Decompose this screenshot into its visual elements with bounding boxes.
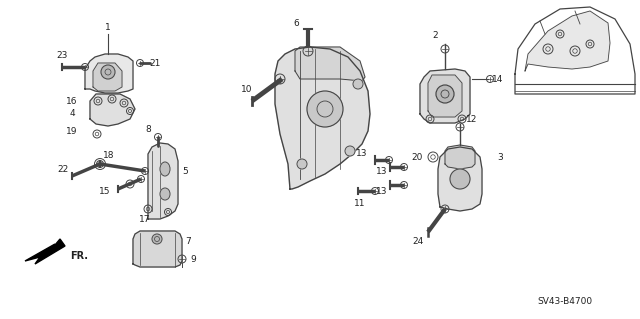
Text: 12: 12 xyxy=(467,115,477,123)
Text: 13: 13 xyxy=(376,187,388,196)
Text: 3: 3 xyxy=(497,152,503,161)
Text: 6: 6 xyxy=(293,19,299,28)
Polygon shape xyxy=(90,94,135,126)
Polygon shape xyxy=(428,75,462,117)
Polygon shape xyxy=(93,63,122,91)
Text: 9: 9 xyxy=(190,255,196,263)
Ellipse shape xyxy=(160,162,170,176)
Text: 22: 22 xyxy=(58,165,68,174)
Circle shape xyxy=(353,79,363,89)
Text: 10: 10 xyxy=(241,85,252,93)
Text: 19: 19 xyxy=(67,128,77,137)
Polygon shape xyxy=(438,147,482,211)
Circle shape xyxy=(152,234,162,244)
Circle shape xyxy=(450,169,470,189)
Text: 11: 11 xyxy=(355,199,365,209)
Circle shape xyxy=(101,65,115,79)
Text: 5: 5 xyxy=(182,167,188,175)
Polygon shape xyxy=(25,239,65,264)
Circle shape xyxy=(307,91,343,127)
Polygon shape xyxy=(275,47,370,189)
Text: 18: 18 xyxy=(103,152,115,160)
Text: 13: 13 xyxy=(376,167,388,175)
Text: 24: 24 xyxy=(412,236,424,246)
Text: 15: 15 xyxy=(99,187,111,196)
Text: 20: 20 xyxy=(412,152,423,161)
Polygon shape xyxy=(525,11,610,71)
Circle shape xyxy=(297,159,307,169)
Text: 21: 21 xyxy=(149,58,161,68)
Text: FR.: FR. xyxy=(70,251,88,261)
Text: 16: 16 xyxy=(67,97,77,106)
Text: 2: 2 xyxy=(432,32,438,41)
Text: 23: 23 xyxy=(56,51,68,61)
Text: 7: 7 xyxy=(185,236,191,246)
Ellipse shape xyxy=(160,188,170,200)
Text: 8: 8 xyxy=(145,124,151,133)
Circle shape xyxy=(345,146,355,156)
Polygon shape xyxy=(148,143,178,219)
Polygon shape xyxy=(445,145,475,169)
Text: 14: 14 xyxy=(492,75,504,84)
Polygon shape xyxy=(295,47,365,81)
Polygon shape xyxy=(133,231,182,267)
Text: 13: 13 xyxy=(356,150,368,159)
Text: 17: 17 xyxy=(140,214,151,224)
Text: SV43-B4700: SV43-B4700 xyxy=(538,296,593,306)
Text: 1: 1 xyxy=(105,23,111,32)
Polygon shape xyxy=(420,69,470,123)
Polygon shape xyxy=(85,54,133,93)
Circle shape xyxy=(436,85,454,103)
Text: 4: 4 xyxy=(69,109,75,118)
